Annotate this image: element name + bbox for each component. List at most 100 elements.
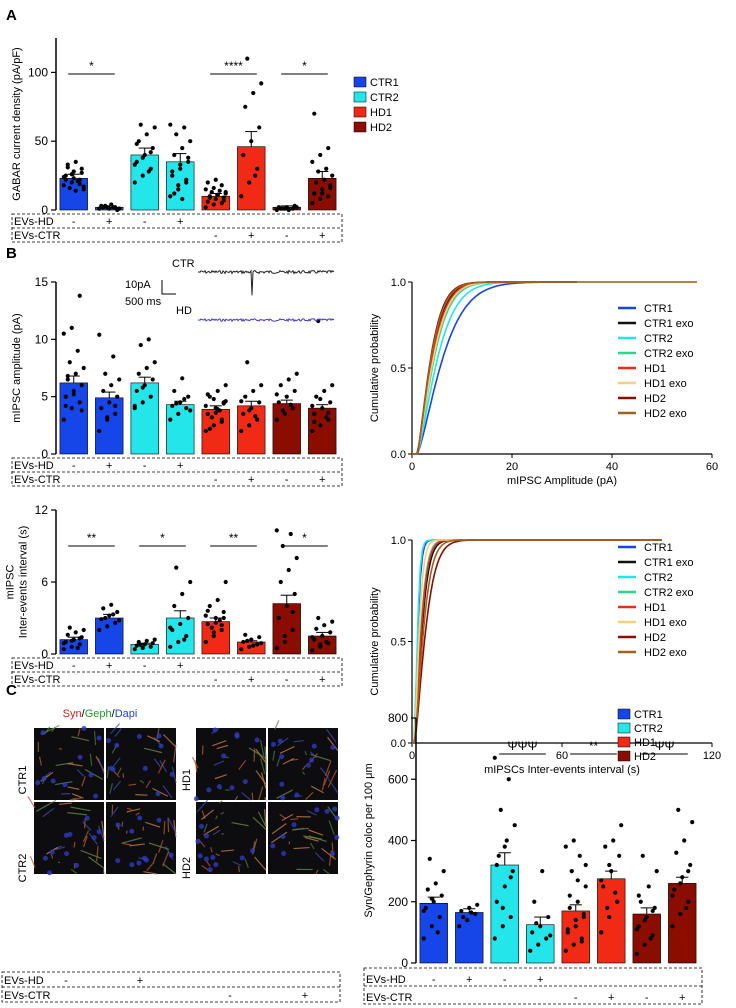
data-point — [101, 606, 106, 611]
data-point — [322, 388, 327, 394]
data-point — [101, 388, 106, 394]
data-point — [425, 887, 430, 892]
data-point — [217, 188, 222, 193]
stain-geph: Geph — [85, 708, 112, 720]
micro-fiber — [260, 758, 266, 775]
data-point — [97, 332, 102, 337]
micro-nucleus — [62, 782, 68, 788]
micro-nucleus — [129, 828, 135, 834]
data-point — [205, 199, 210, 204]
data-point — [282, 411, 287, 416]
data-point — [292, 591, 297, 597]
data-point — [615, 899, 620, 904]
micro-nucleus — [197, 853, 203, 859]
data-point — [583, 862, 588, 868]
micro-nucleus — [279, 754, 285, 760]
trace-hd-label: HD — [176, 305, 192, 317]
micro-fiber — [70, 806, 91, 812]
data-point — [184, 177, 189, 182]
micro-fiber — [69, 797, 77, 801]
data-point — [500, 924, 505, 929]
data-point — [67, 360, 72, 365]
data-point — [148, 394, 153, 399]
micro-fiber — [101, 820, 105, 839]
legend-swatch — [617, 750, 631, 762]
data-point — [223, 383, 228, 388]
micro-fiber — [167, 818, 177, 834]
data-point — [184, 406, 189, 411]
legend-label: CTR1 — [370, 77, 399, 89]
data-point — [599, 878, 604, 883]
data-point — [219, 419, 224, 424]
data-point — [65, 373, 70, 379]
y-tick-label: 0.5 — [391, 637, 406, 649]
data-point — [619, 823, 624, 828]
data-point — [274, 417, 279, 422]
micro-fiber — [67, 762, 83, 767]
y-tick-label: 0.0 — [391, 738, 406, 750]
data-point — [310, 403, 315, 408]
data-point — [680, 875, 685, 880]
micro-nucleus — [143, 857, 149, 863]
data-point — [320, 406, 325, 411]
data-point — [314, 180, 319, 185]
micro-evs-ctr-label: EVs-CTR — [4, 990, 51, 1002]
legend-label: HD1 exo — [644, 378, 687, 390]
data-point — [274, 528, 279, 533]
data-point — [211, 185, 216, 191]
micro-nucleus — [270, 843, 276, 849]
data-point — [534, 921, 539, 926]
legend-label: CTR2 — [370, 92, 399, 104]
micro-nucleus — [64, 851, 70, 857]
micro-fiber — [214, 774, 228, 780]
data-point — [71, 388, 76, 394]
data-point — [259, 641, 264, 646]
stain-slash-2: / — [112, 708, 116, 720]
y-axis-label: GABAR current density (pA/pF) — [11, 47, 23, 200]
legend-swatch — [353, 91, 367, 103]
legend-label: CTR1 — [644, 542, 673, 554]
data-point — [81, 627, 86, 633]
data-point — [469, 910, 474, 915]
data-point — [245, 56, 250, 61]
micro-nucleus — [155, 791, 161, 797]
micro-nucleus — [129, 862, 135, 868]
significance-label: **** — [224, 59, 243, 73]
micro-nucleus — [110, 766, 116, 772]
data-point — [75, 645, 80, 651]
micro-fiber — [231, 821, 249, 827]
micro-fiber — [281, 813, 294, 821]
stain-slash-1: / — [82, 708, 86, 720]
data-point — [205, 411, 210, 416]
y-tick-label: 600 — [388, 772, 408, 786]
data-point — [213, 615, 218, 621]
cdf-line — [412, 281, 577, 455]
data-point — [473, 911, 478, 917]
micro-fiber — [276, 758, 281, 767]
data-point — [186, 155, 191, 160]
data-point — [282, 639, 287, 645]
micro-fiber — [257, 811, 267, 827]
data-point — [540, 869, 545, 874]
legend-label: HD2 exo — [644, 408, 687, 420]
data-point — [312, 411, 317, 416]
micro-fiber — [135, 794, 148, 796]
data-point — [678, 881, 683, 886]
data-point — [178, 621, 183, 627]
legend-label: CTR1 — [644, 303, 673, 315]
data-point — [528, 948, 533, 953]
micro-nucleus — [41, 776, 47, 782]
data-point — [65, 165, 70, 170]
micro-fiber — [238, 759, 247, 771]
significance-label: * — [302, 531, 307, 545]
micro-nucleus — [330, 744, 336, 750]
micro-nucleus — [96, 735, 102, 741]
data-point — [205, 180, 210, 185]
micro-tile-bg — [268, 728, 338, 800]
micro-nucleus — [73, 862, 79, 868]
micro-fiber — [121, 821, 124, 827]
data-point — [646, 884, 651, 889]
micro-fiber — [274, 720, 280, 730]
data-point — [278, 579, 283, 585]
